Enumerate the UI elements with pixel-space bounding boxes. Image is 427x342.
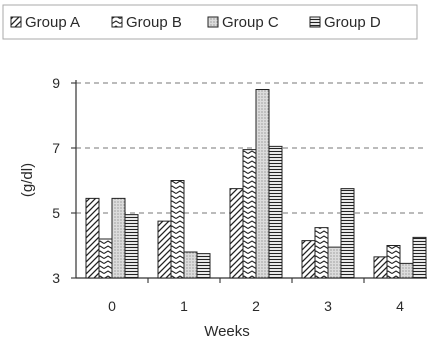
x-tick-label: 1 [180,298,188,314]
bar-group-c-week-1 [183,251,198,279]
bar-group-c-week-3 [327,246,342,279]
x-tick-label: 3 [324,298,332,314]
legend-label: Group B [126,14,182,31]
bar-group-d-week-2 [268,145,283,279]
bar-group-c-week-4 [399,262,414,279]
bar-group-b-week-4 [386,245,401,279]
bars [85,89,427,279]
y-tick-label: 3 [52,270,60,286]
legend-swatch [111,16,123,28]
x-axis-title: Weeks [204,323,250,340]
bar-group-a-week-2 [229,188,244,279]
x-tick-label: 2 [252,298,260,314]
bar-group-a-week-0 [85,197,100,279]
y-tick-label: 9 [52,75,60,91]
legend: Group A Group B Group C Group D [2,4,418,40]
bar-group-a-week-3 [301,240,316,279]
bar-group-d-week-0 [124,214,139,279]
bar-group-a-week-4 [373,256,388,279]
bar-group-b-week-3 [314,227,329,279]
legend-swatch [10,16,22,28]
x-tick-label: 0 [108,298,116,314]
bar-group-b-week-2 [242,149,257,279]
y-tick-label: 5 [52,205,60,221]
y-axis-title: (g/dl) [19,163,36,197]
legend-label: Group C [222,14,279,31]
bar-group-d-week-1 [196,253,211,279]
legend-swatch [309,16,321,28]
bar-group-b-week-1 [170,180,185,279]
x-tick-label: 4 [396,298,404,314]
legend-label: Group A [25,14,80,31]
legend-label: Group D [324,14,381,31]
y-tick-label: 7 [52,140,60,156]
axis-labels: 3 5 7 9 0 1 2 3 4 Weeks (g/dl) [19,75,404,340]
bar-group-c-week-2 [255,89,270,279]
bar-group-b-week-0 [98,238,113,279]
bar-group-a-week-1 [157,220,172,279]
legend-swatch [207,16,219,28]
bar-group-c-week-0 [111,197,126,279]
bar-group-d-week-3 [340,188,355,279]
bar-group-d-week-4 [412,236,427,279]
